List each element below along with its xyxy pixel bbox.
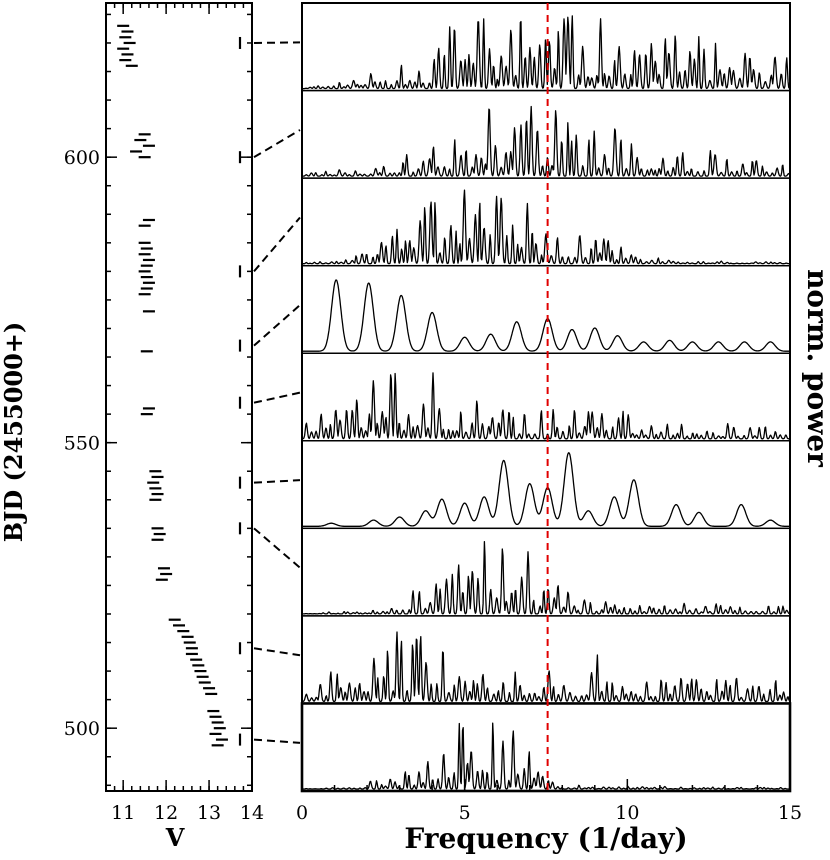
lightcurve-x-tick-label: 12	[154, 802, 178, 824]
periodogram-series	[301, 189, 791, 265]
connector-line	[253, 304, 301, 347]
lightcurve-x-axis-label: V	[165, 823, 185, 852]
periodogram-series	[301, 372, 791, 440]
lightcurve-y-tick-label: 600	[64, 147, 100, 169]
connector-line	[253, 527, 301, 569]
periodogram-panel-frame	[301, 264, 791, 354]
periodogram-panel-frame	[301, 177, 791, 267]
connector-line	[253, 391, 301, 404]
connector-line	[253, 479, 301, 484]
lightcurve-x-tick-label: 14	[240, 802, 264, 824]
periodogram-x-tick-label: 10	[615, 802, 639, 824]
periodogram-series	[301, 15, 791, 90]
connector-line	[253, 216, 301, 273]
lightcurve-x-tick-label: 13	[197, 802, 221, 824]
periodogram-y-axis-label: norm. power	[801, 269, 830, 468]
periodogram-series	[301, 279, 791, 352]
lightcurve-y-axis-label: BJD (2455000+)	[0, 322, 28, 543]
lightcurve-frame	[105, 2, 253, 792]
connector-line	[253, 738, 301, 744]
periodogram-panel-frame	[301, 527, 791, 617]
periodogram-series	[301, 452, 791, 527]
lightcurve-y-tick-label: 500	[64, 718, 100, 740]
lightcurve-x-tick-label: 11	[111, 802, 135, 824]
connector-line	[253, 647, 301, 657]
periodogram-series	[301, 540, 791, 615]
periodogram-panel-frame	[300, 702, 792, 793]
periodogram-series	[301, 722, 791, 790]
periodogram-x-tick-label: 0	[296, 802, 308, 824]
periodogram-x-tick-label: 15	[778, 802, 802, 824]
periodogram-panel-frame	[301, 440, 791, 530]
lightcurve-panel: 11 12 13 14 500 550 600	[64, 2, 264, 824]
connector-lines	[238, 36, 301, 746]
periodogram-series	[301, 631, 791, 703]
periodogram-x-tick-label: 5	[459, 802, 471, 824]
periodogram-frame	[301, 2, 791, 792]
connector-line	[253, 41, 301, 44]
periodogram-x-axis-label: Frequency (1/day)	[404, 822, 687, 855]
periodogram-panel: 0 5 10 15	[296, 2, 802, 824]
periodogram-series	[301, 105, 791, 177]
connector-line	[253, 129, 301, 159]
lightcurve-y-tick-label: 550	[64, 433, 100, 455]
